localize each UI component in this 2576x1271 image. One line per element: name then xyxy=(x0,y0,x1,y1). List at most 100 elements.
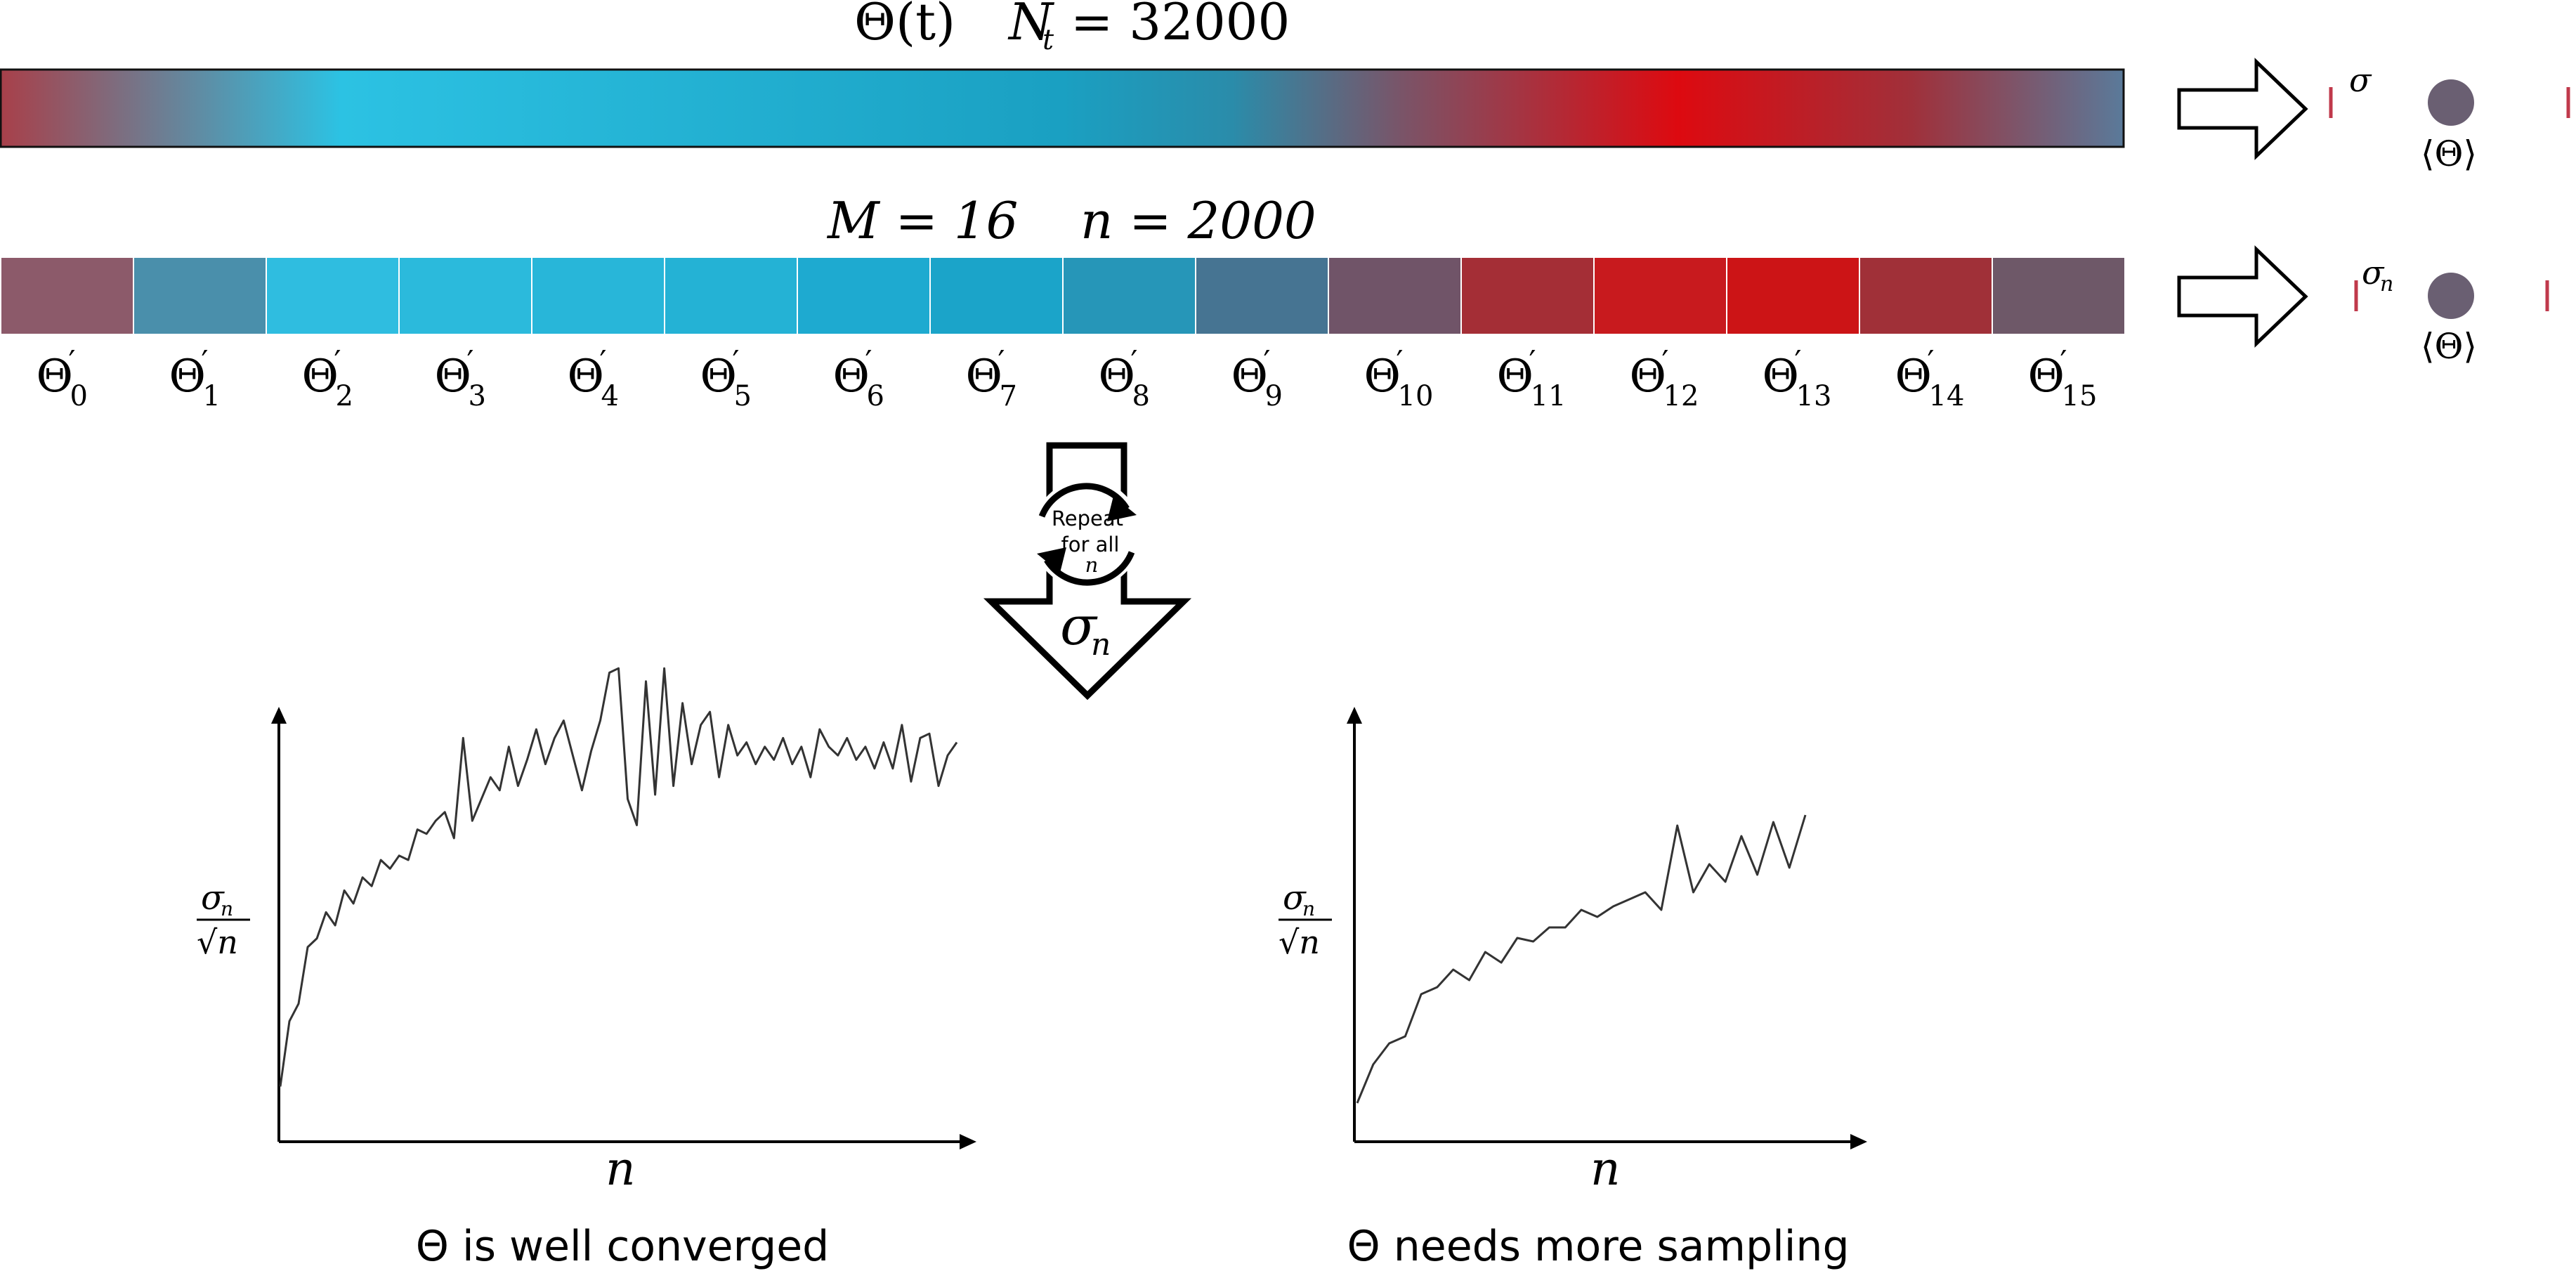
ylabel-denominator: √n xyxy=(197,923,238,961)
block-prime: ′ xyxy=(334,344,341,380)
time-series-bar xyxy=(0,68,2125,148)
block-7 xyxy=(929,256,1064,335)
ylabel-numerator: σ xyxy=(201,878,225,918)
block-prime: ′ xyxy=(998,344,1005,380)
block-15 xyxy=(1992,256,2126,335)
ylabel-denominator: √n xyxy=(1279,923,1320,961)
block-subscript-7: 7 xyxy=(1000,380,1017,412)
x-axis-arrow-icon xyxy=(1850,1134,1867,1149)
block-label-2: Θ xyxy=(302,351,339,403)
block-prime: ′ xyxy=(733,344,740,380)
ylabel-numerator-sub: n xyxy=(221,897,233,920)
block-label-0: Θ xyxy=(37,351,73,403)
summary-top: σ ⟨Θ⟩ xyxy=(2329,61,2570,174)
repeat-line2: for all xyxy=(1061,533,1120,556)
block-2 xyxy=(266,256,400,335)
n-label: n = 2000 xyxy=(1080,191,1316,250)
blocks-row xyxy=(0,256,2126,335)
sigma-label: σ xyxy=(2349,61,2372,99)
block-subscript-2: 2 xyxy=(336,380,353,412)
block-6 xyxy=(797,256,931,335)
block-10 xyxy=(1328,256,1462,335)
loop-arrowhead-bottom-icon xyxy=(1037,547,1066,573)
block-label-1: Θ xyxy=(169,351,206,403)
block-label-12: Θ xyxy=(1630,351,1666,403)
block-label-11: Θ xyxy=(1497,351,1534,403)
block-subscript-5: 5 xyxy=(734,380,752,412)
block-0 xyxy=(0,256,134,335)
block-13 xyxy=(1726,256,1860,335)
block-9 xyxy=(1195,256,1329,335)
block-subscript-14: 14 xyxy=(1929,380,1965,412)
plot-needs-more-sampling: σ n √n n Θ needs more sampling xyxy=(1279,707,1867,1271)
arrow-right-bottom-icon xyxy=(2177,245,2308,348)
mean-dot-icon xyxy=(2428,79,2474,126)
block-label-3: Θ xyxy=(435,351,471,403)
block-prime: ′ xyxy=(1264,344,1271,380)
block-subscript-10: 10 xyxy=(1398,380,1434,412)
block-12 xyxy=(1593,256,1727,335)
nt-value: = 32000 xyxy=(1071,0,1290,51)
sigma-label: σ xyxy=(1060,594,1098,657)
block-subscript-9: 9 xyxy=(1265,380,1283,412)
block-label-7: Θ xyxy=(966,351,1002,403)
block-prime: ′ xyxy=(600,344,607,380)
mean-label: ⟨Θ⟩ xyxy=(2421,133,2477,174)
y-axis-label: σ n √n xyxy=(1279,878,1332,961)
y-axis-label: σ n √n xyxy=(197,878,250,961)
block-subscript-11: 11 xyxy=(1531,380,1567,412)
block-prime: ′ xyxy=(1795,344,1802,380)
block-label-6: Θ xyxy=(833,351,870,403)
loop-arrowhead-top-icon xyxy=(1107,496,1137,521)
arrow-right-top-icon xyxy=(2177,58,2308,160)
block-1 xyxy=(133,256,267,335)
top-bar-header: Θ(t) N t = 32000 xyxy=(854,0,1290,56)
y-axis-arrow-icon xyxy=(1347,707,1362,724)
block-prime: ′ xyxy=(1131,344,1138,380)
sigma-n-subscript: n xyxy=(2380,272,2393,296)
nt-name: N xyxy=(1007,0,1055,51)
plot-well-converged: σ n √n n Θ is well converged xyxy=(197,667,976,1271)
block-subscript-6: 6 xyxy=(867,380,884,412)
m-label: M = 16 xyxy=(826,191,1018,250)
plot-caption: Θ is well converged xyxy=(416,1222,830,1271)
block-prime: ′ xyxy=(1928,344,1935,380)
block-prime: ′ xyxy=(202,344,209,380)
block-subscript-1: 1 xyxy=(203,380,221,412)
y-axis-arrow-icon xyxy=(271,707,287,724)
block-label-13: Θ xyxy=(1763,351,1799,403)
block-subscript-4: 4 xyxy=(601,380,619,412)
block-label-5: Θ xyxy=(700,351,737,403)
block-subscript-8: 8 xyxy=(1132,380,1150,412)
block-label-9: Θ xyxy=(1231,351,1268,403)
block-label-4: Θ xyxy=(568,351,604,403)
block-8 xyxy=(1062,256,1196,335)
mean-dot-icon xyxy=(2428,273,2474,319)
block-subscript-13: 13 xyxy=(1796,380,1832,412)
plot-caption: Θ needs more sampling xyxy=(1347,1222,1849,1271)
repeat-line3: n xyxy=(1085,553,1099,577)
block-3 xyxy=(398,256,532,335)
block-prime: ′ xyxy=(69,344,76,380)
ylabel-numerator-sub: n xyxy=(1302,897,1315,920)
sigma-n-label: σ xyxy=(2362,254,2385,292)
loop-arc-top-icon xyxy=(1038,483,1130,518)
block-4 xyxy=(531,256,665,335)
summary-bottom: σ n ⟨Θ⟩ xyxy=(2354,254,2549,367)
block-prime: ′ xyxy=(865,344,872,380)
block-subscript-15: 15 xyxy=(2062,380,2098,412)
block-label-15: Θ xyxy=(2028,351,2065,403)
x-axis-arrow-icon xyxy=(960,1134,976,1149)
x-axis-label: n xyxy=(606,1142,636,1196)
loop-arc-bottom-icon xyxy=(1044,551,1135,586)
block-prime: ′ xyxy=(1529,344,1536,380)
mean-label: ⟨Θ⟩ xyxy=(2421,326,2477,367)
block-prime: ′ xyxy=(1662,344,1669,380)
block-label-10: Θ xyxy=(1364,351,1401,403)
x-axis-label: n xyxy=(1590,1142,1621,1196)
block-header: M = 16 n = 2000 xyxy=(826,191,1316,250)
repeat-down-arrow: Repeat for all n σ n xyxy=(983,442,1192,700)
block-subscript-12: 12 xyxy=(1663,380,1699,412)
block-5 xyxy=(664,256,798,335)
